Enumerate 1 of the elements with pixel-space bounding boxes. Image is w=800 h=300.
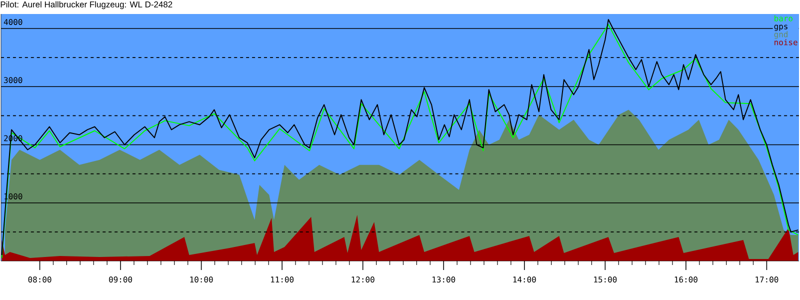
chart-title: Pilot: Aurel Hallbrucker Flugzeug: WL D-2482 <box>0 1 172 10</box>
